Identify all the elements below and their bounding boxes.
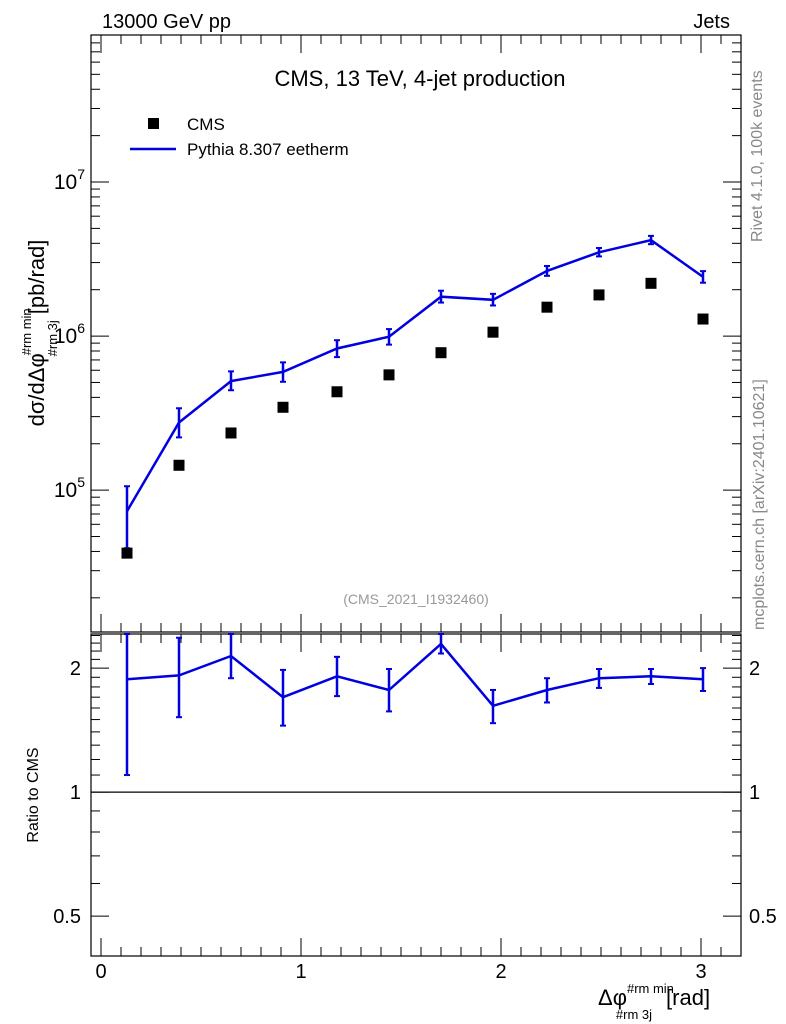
cms-data-point	[331, 386, 343, 398]
ratio-y-tick-right-2: 2	[749, 658, 760, 680]
cms-data-point	[487, 326, 499, 338]
x-axis-label: Δφ#rm min #rm 3j[rad]	[598, 981, 710, 1022]
main-panel-frame	[90, 34, 742, 633]
ratio-panel-frame	[90, 633, 742, 957]
ratio-y-tick-left-0.5: 0.5	[53, 906, 81, 928]
cms-data-point	[541, 301, 553, 313]
ratio-y-tick-left-2: 2	[70, 658, 81, 680]
ratio-y-tick-right-1: 1	[749, 782, 760, 804]
cms-data-point	[383, 369, 395, 381]
y-tick-label-1e5: 105	[54, 474, 85, 502]
pythia-main-line	[125, 238, 704, 512]
legend-cms-marker	[148, 118, 159, 129]
cms-data-point	[593, 289, 605, 301]
cms-data-point	[173, 459, 185, 471]
x-tick-label-1: 1	[295, 961, 306, 983]
x-tick-label-3: 3	[695, 961, 706, 983]
y-tick-label-1e7: 107	[54, 166, 85, 194]
legend-pythia-label: Pythia 8.307 eetherm	[187, 140, 349, 159]
pythia-series-main	[124, 234, 706, 550]
mcplots-label: mcplots.cern.ch [arXiv:2401.10621]	[751, 379, 768, 630]
ratio-y-tick-right-0.5: 0.5	[749, 906, 777, 928]
ratio-axis-ticks	[91, 634, 741, 957]
x-tick-label-2: 2	[495, 961, 506, 983]
rivet-version-label: Rivet 4.1.0, 100k events	[749, 70, 766, 242]
pythia-ratio-line	[126, 642, 704, 708]
cms-series-main	[121, 277, 709, 559]
main-x-ticks	[100, 35, 742, 956]
header-left-label: 13000 GeV pp	[102, 11, 231, 33]
main-y-axis-label: dσ/dΔφ#rm min #rm 3j[pb/rad]	[19, 240, 60, 427]
pythia-ratio-series	[124, 633, 706, 777]
cms-data-point	[225, 427, 237, 439]
cms-data-point	[645, 277, 657, 289]
main-y-minor-ticks	[91, 34, 741, 599]
cms-data-point	[435, 347, 447, 359]
cms-data-point	[121, 547, 133, 559]
main-y-tick-labels: 105 106 107	[54, 166, 85, 502]
chart-title: CMS, 13 TeV, 4-jet production	[274, 66, 565, 91]
legend-cms-label: CMS	[187, 115, 225, 134]
analysis-watermark: (CMS_2021_I1932460)	[343, 591, 489, 607]
cms-data-point	[697, 313, 709, 325]
legend: CMS Pythia 8.307 eetherm	[130, 115, 349, 159]
header-right-label: Jets	[693, 11, 730, 33]
ratio-y-tick-left-1: 1	[70, 782, 81, 804]
cms-data-point	[277, 401, 289, 413]
y-tick-label-1e6: 106	[54, 320, 85, 348]
ratio-y-axis-label: Ratio to CMS	[25, 747, 42, 842]
x-tick-label-0: 0	[95, 961, 106, 983]
